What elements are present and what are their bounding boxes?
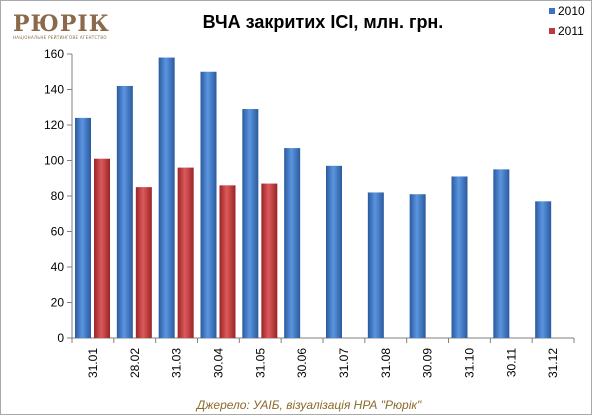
y-tick-label: 140	[44, 83, 64, 97]
bar-2010-31.03	[158, 57, 175, 339]
bar-2010-28.02	[116, 85, 133, 338]
x-tick-label: 31.08	[379, 348, 393, 378]
x-axis: 31.01 28.02 31.03 30.04 31.05 30.06 31.07 31.08…	[71, 337, 575, 378]
x-tick-label: 31.10	[462, 348, 476, 378]
y-tick-label: 20	[51, 296, 65, 310]
legend-label: 2010	[558, 4, 585, 18]
y-tick-label: 0	[57, 331, 64, 345]
bar-2010-31.10	[451, 176, 468, 338]
chart-title: ВЧА закритих ІСІ, млн. грн.	[203, 12, 444, 32]
bar-2010-31.05	[242, 109, 259, 339]
bar-2010-30.04	[200, 71, 217, 338]
x-tick-label: 30.06	[295, 348, 309, 378]
bar-2010-30.11	[493, 169, 510, 338]
legend-swatch	[549, 28, 555, 34]
legend-label: 2011	[558, 24, 584, 38]
y-tick-label: 120	[44, 118, 64, 132]
legend-swatch	[549, 8, 555, 14]
x-tick-label: 28.02	[128, 348, 142, 378]
bar-2010-30.06	[284, 148, 301, 338]
bar-2010-31.12	[535, 201, 552, 338]
y-tick-label: 60	[51, 225, 65, 239]
x-tick-label: 31.05	[253, 348, 267, 378]
bar-2010-30.09	[409, 194, 426, 338]
bar-2010-31.01	[75, 117, 91, 339]
source-note: Джерело: УАІБ, візуалізація НРА "Рюрік"	[195, 398, 422, 412]
bar-2011-31.01	[94, 158, 110, 338]
bar-2011-28.02	[135, 187, 152, 338]
x-tick-label: 31.07	[337, 348, 351, 378]
logo-text: РЮРІК	[13, 11, 110, 37]
logo-subtitle: НАЦІОНАЛЬНЕ РЕЙТИНГОВЕ АГЕНТСТВО	[13, 35, 107, 40]
bars	[75, 57, 552, 339]
x-tick-label: 30.04	[211, 348, 225, 378]
y-tick-label: 40	[51, 260, 65, 274]
x-tick-label: 31.03	[170, 348, 184, 378]
x-tick-label: 31.01	[86, 348, 100, 378]
y-tick-label: 160	[44, 47, 64, 61]
y-tick-label: 80	[51, 189, 65, 203]
y-tick-label: 100	[44, 154, 64, 168]
x-tick-label: 31.12	[546, 348, 560, 378]
y-axis: 0 20 40 60 80 100 120 140 160	[44, 47, 73, 345]
bar-2011-31.03	[177, 167, 194, 338]
x-tick-label: 30.11	[504, 348, 518, 377]
bar-2011-30.04	[219, 185, 236, 338]
legend: 2010 2011	[549, 4, 585, 38]
x-tick-label: 30.09	[421, 348, 435, 378]
bar-2010-31.07	[326, 165, 342, 338]
logo: РЮРІК НАЦІОНАЛЬНЕ РЕЙТИНГОВЕ АГЕНТСТВО	[13, 11, 110, 40]
bar-2011-31.05	[261, 183, 278, 338]
bar-2010-31.08	[367, 192, 384, 338]
